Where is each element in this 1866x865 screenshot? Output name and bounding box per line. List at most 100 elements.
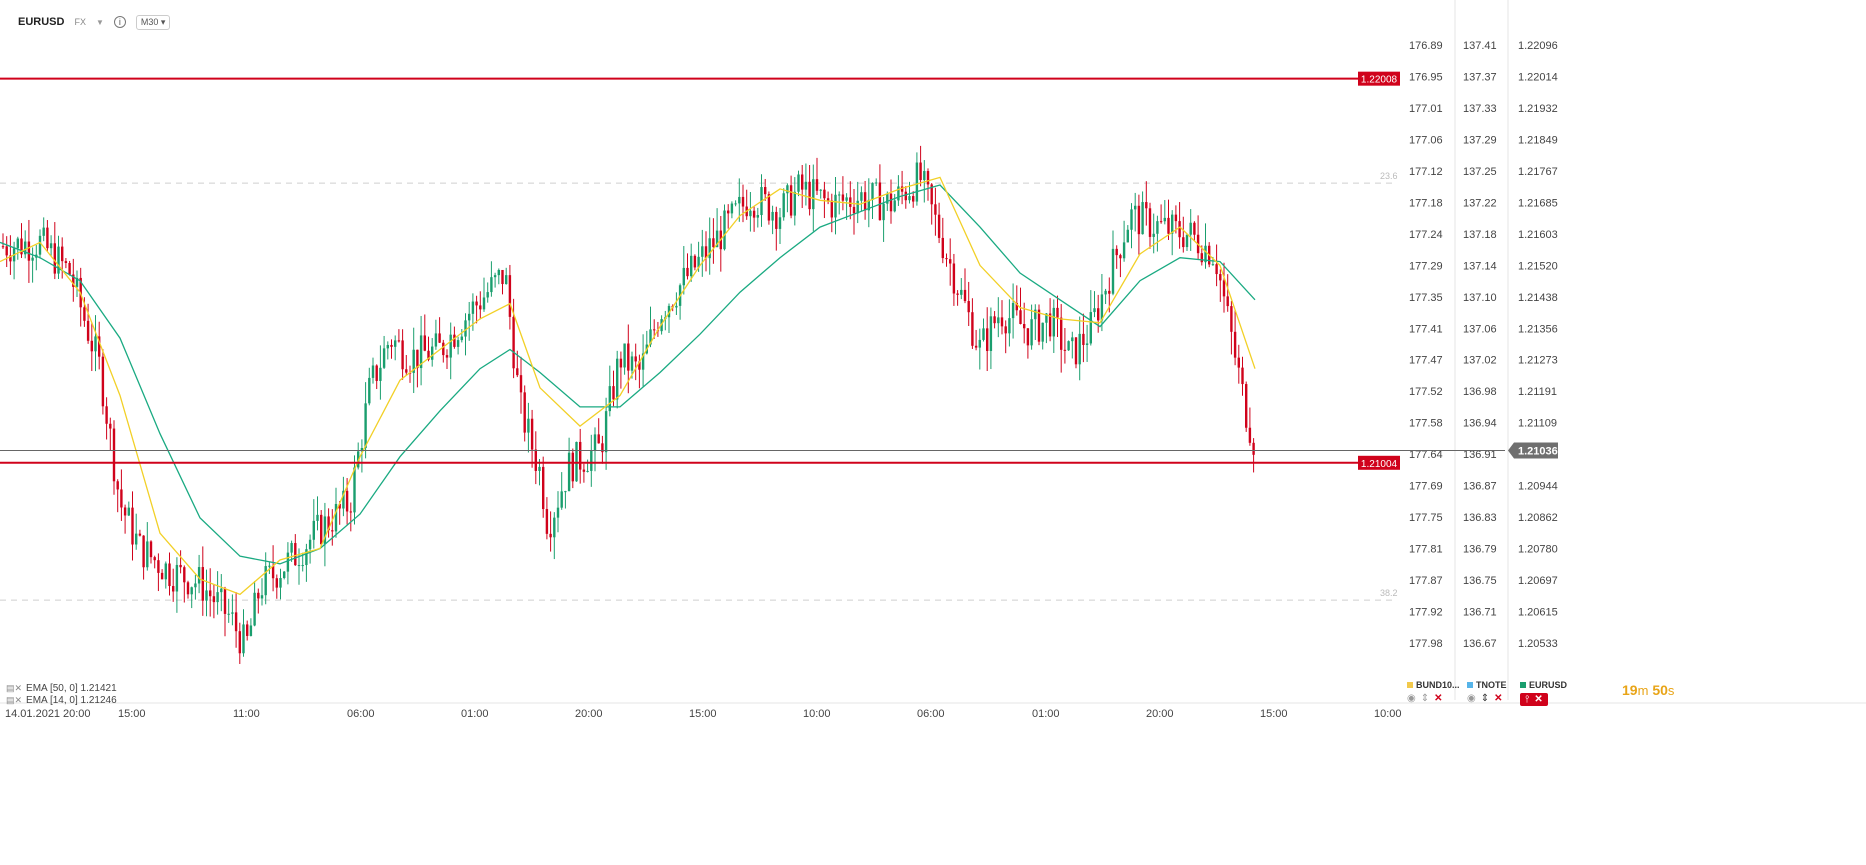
candle-body [1052,307,1055,337]
candle-body [849,197,852,207]
candle-body [1078,333,1081,365]
candle-body [686,267,689,277]
timer-minutes: 19 [1622,682,1638,698]
ema14-legend[interactable]: ▤✕ EMA [14, 0] 1.21246 [6,695,117,706]
candle-body [9,255,12,262]
candle-body [431,346,434,360]
price-tick-label: 177.81 [1409,544,1443,556]
candle-body [974,345,978,348]
price-tick-label: 1.20862 [1518,512,1558,524]
price-tick-label: 177.24 [1409,229,1443,241]
eye-icon[interactable]: ◉ [1407,693,1416,704]
candle-body [997,317,1000,324]
candle-body [434,333,438,347]
candle-body [353,467,356,513]
candle-body [157,560,160,573]
candle-body [172,586,175,592]
candle-body [1148,208,1152,237]
candle-body [1026,328,1030,346]
instrument-symbol[interactable]: EURUSD [18,16,65,28]
price-tick-label: 177.06 [1409,134,1443,146]
candle-body [516,368,519,376]
candle-body [741,196,745,207]
candle-body [46,227,49,249]
candle-body [1245,384,1248,428]
candle-body [131,507,134,545]
instrument-tab-tnote[interactable]: TNOTE ◉ ⇕ ✕ [1467,680,1507,704]
candle-body [601,443,604,453]
candle-body [345,490,349,512]
time-tick-label: 06:00 [917,708,945,720]
scale-icon[interactable]: ⫯ [1525,694,1530,705]
candle-body [64,261,68,263]
candle-body [405,369,408,373]
eye-icon[interactable]: ◉ [1467,693,1476,704]
candle-body [538,466,541,471]
candle-body [416,349,419,369]
close-icon[interactable]: ✕ [1434,693,1443,704]
time-tick-label: 20:00 [63,708,91,720]
candle-body [123,507,127,516]
candle-body [1126,229,1129,243]
instrument-tab-bund[interactable]: BUND10... ◉ ⇕ ✕ [1407,680,1460,704]
settings-icon[interactable]: ▤✕ [6,695,23,705]
instrument-tab-eurusd[interactable]: EURUSD ⫯ ✕ [1520,680,1567,706]
candle-body [83,307,86,321]
candle-body [227,613,230,615]
candle-body [305,549,308,566]
timeframe-selector[interactable]: M30 ▾ [135,14,171,30]
chevron-down-icon[interactable]: ▼ [95,17,104,27]
candle-body [253,592,256,626]
candle-body [1174,214,1178,222]
market-label[interactable]: FX [74,17,86,27]
candle-body [945,258,948,260]
candle-body [708,238,711,259]
candle-body [168,563,171,587]
sort-icon[interactable]: ⇕ [1480,693,1490,704]
candle-body [482,297,486,310]
candle-body [397,340,401,342]
settings-icon[interactable]: ▤✕ [6,683,23,693]
candle-body [72,274,75,287]
candle-body [382,348,386,368]
timer-seconds: 50 [1652,682,1668,698]
candle-body [1104,290,1107,295]
candle-body [279,577,282,588]
time-tick-label: 01:00 [461,708,489,720]
candle-body [75,277,79,287]
price-tick-label: 177.52 [1409,386,1443,398]
candle-body [1056,307,1059,318]
candle-body [823,189,826,199]
candle-body [68,262,71,275]
timer-s-unit: s [1667,683,1675,698]
candle-body [567,452,571,492]
candle-body [967,301,970,313]
candle-body [216,592,219,603]
candle-body [856,200,859,214]
price-tick-label: 136.67 [1463,638,1497,650]
candle-body [260,595,264,599]
candle-body [812,179,815,210]
candle-body [1060,317,1063,350]
candle-body [442,342,445,356]
price-tick-label: 177.64 [1409,449,1443,461]
color-swatch [1407,682,1413,688]
candle-body [501,269,504,285]
sort-icon[interactable]: ⇕ [1420,693,1430,704]
candle-body [1019,310,1022,325]
candle-body [1115,248,1118,256]
candle-body [797,174,800,192]
candle-body [1141,202,1144,235]
price-tick-label: 137.02 [1463,355,1497,367]
candle-body [1130,209,1133,230]
info-icon[interactable]: i [113,16,126,28]
close-icon[interactable]: ✕ [1494,693,1503,704]
candle-body [94,336,97,352]
ema50-legend[interactable]: ▤✕ EMA [50, 0] 1.21421 [6,683,117,694]
ema14-legend-text: EMA [14, 0] 1.21246 [26,695,117,706]
close-icon[interactable]: ✕ [1534,694,1543,705]
candle-body [31,257,34,261]
price-tick-label: 136.79 [1463,544,1497,556]
price-tick-label: 177.01 [1409,103,1443,115]
